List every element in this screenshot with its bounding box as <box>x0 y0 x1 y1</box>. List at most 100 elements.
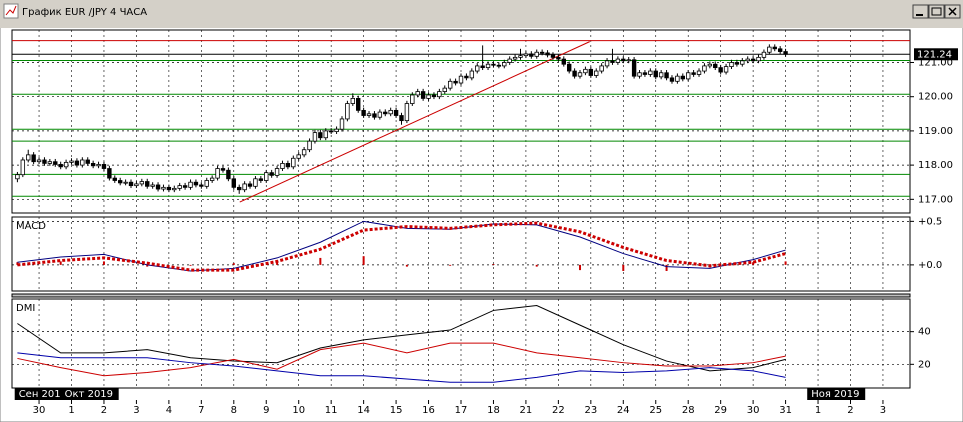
candle-body <box>718 67 723 73</box>
candle-body <box>658 72 664 78</box>
candle-body <box>485 63 491 69</box>
candle-body <box>301 149 307 156</box>
y-tick-label: 118.00 <box>918 160 953 171</box>
candle-body <box>128 181 134 187</box>
panel-title: MACD <box>16 221 46 232</box>
candle-body <box>377 111 383 118</box>
candle-body <box>637 72 642 77</box>
candle-body <box>117 180 123 184</box>
candle-body <box>296 154 301 159</box>
candle-body <box>361 109 366 116</box>
histogram-bar <box>449 264 452 266</box>
y-tick-label: 121.00 <box>918 57 953 68</box>
panel-title: DMI <box>16 303 35 314</box>
candle-body <box>729 62 734 67</box>
candle-body <box>80 159 85 166</box>
candle-body <box>101 164 107 169</box>
candle-body <box>750 58 756 62</box>
candle-body <box>188 181 193 188</box>
x-tick-label: 21 <box>520 405 533 416</box>
series-line <box>17 220 786 272</box>
candle-body <box>112 177 117 181</box>
candle-body <box>177 185 182 189</box>
candle-body <box>253 178 258 187</box>
x-tick-label: 16 <box>422 405 435 416</box>
candle-body <box>172 187 177 191</box>
x-tick-label: 1 <box>815 405 821 416</box>
histogram-bar <box>276 261 279 265</box>
candle-body <box>566 63 572 72</box>
window-icon-line <box>5 5 17 16</box>
period-label-box <box>60 388 119 400</box>
candle-body <box>529 53 534 57</box>
candle-body <box>556 56 561 60</box>
candle-body <box>42 159 47 164</box>
histogram-bar <box>362 256 365 265</box>
candle-body <box>393 109 399 116</box>
candle-body <box>366 113 372 116</box>
candle-body <box>90 163 96 167</box>
period-label: Ноя 2019 <box>811 389 859 400</box>
candle-body <box>383 111 388 115</box>
y-tick-label: +0.5 <box>918 216 942 227</box>
period-label: Окт 2019 <box>65 389 113 400</box>
maximize-icon <box>931 7 942 16</box>
x-tick-label: 18 <box>487 405 500 416</box>
candle-body <box>372 113 377 118</box>
candle-body <box>209 177 215 181</box>
panel-separator <box>11 293 911 298</box>
series-line <box>17 305 786 372</box>
candle-body <box>539 51 545 54</box>
candle-body <box>31 154 36 163</box>
x-tick-label: 7 <box>198 405 204 416</box>
candle-body <box>285 163 291 168</box>
candle-body <box>756 56 761 62</box>
candle-body <box>215 168 220 179</box>
histogram-bar <box>784 261 787 265</box>
candle-body <box>621 58 626 62</box>
candle-body <box>345 103 350 120</box>
maximize-button[interactable] <box>928 4 945 19</box>
candle-body <box>426 94 431 99</box>
histogram-bar <box>665 264 668 271</box>
candle-body <box>307 140 312 151</box>
candle-body <box>534 51 539 57</box>
period-label: Сен 2019 <box>19 389 67 400</box>
candle-body <box>399 115 404 122</box>
candle-body <box>594 70 599 76</box>
candle-body <box>58 164 63 168</box>
candle-body <box>166 186 172 191</box>
candle-body <box>328 130 334 133</box>
candle-body <box>220 168 226 171</box>
x-tick-label: 28 <box>682 405 695 416</box>
candle-body <box>675 75 680 82</box>
candle-body <box>280 163 285 169</box>
y-tick-label: 120.00 <box>918 92 953 103</box>
window-buttons[interactable] <box>912 4 961 19</box>
candle-body <box>182 185 188 188</box>
candle-body <box>36 159 42 163</box>
candle-body <box>85 159 90 164</box>
current-price-box <box>914 48 958 61</box>
candle-body <box>469 70 475 79</box>
x-tick-label: 23 <box>584 405 597 416</box>
candle-body <box>696 70 702 75</box>
candle-body <box>680 75 685 80</box>
histogram-bar <box>579 264 582 271</box>
x-tick-label: 1 <box>68 405 74 416</box>
candle-body <box>664 72 669 79</box>
candle-body <box>691 72 696 75</box>
candle-body <box>707 63 713 67</box>
minimize-button[interactable] <box>912 4 929 19</box>
candle-body <box>642 72 648 75</box>
current-price-label: 121.24 <box>917 49 952 60</box>
x-tick-label: 24 <box>617 405 630 416</box>
candle-body <box>502 62 507 67</box>
histogram-bar <box>752 262 755 265</box>
y-tick-label: +0.0 <box>918 260 942 271</box>
candle-body <box>237 186 242 191</box>
histogram-bar <box>232 263 235 265</box>
candle-body <box>480 65 485 69</box>
candle-body <box>761 51 767 58</box>
